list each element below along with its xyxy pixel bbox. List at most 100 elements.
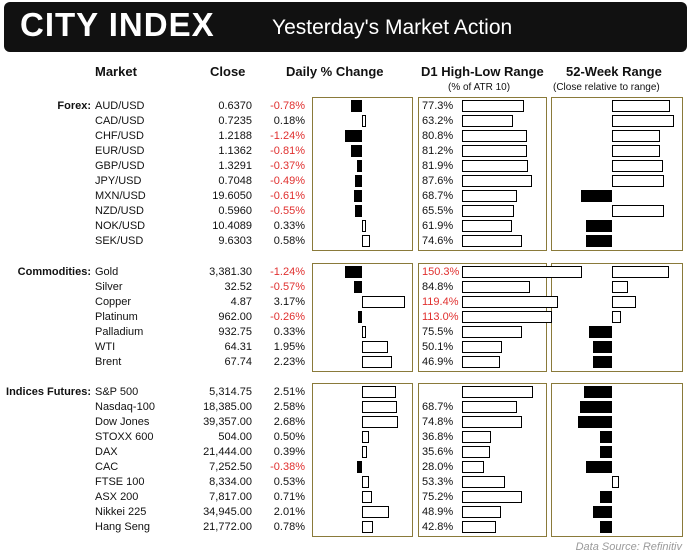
range-bar bbox=[462, 341, 503, 353]
week52-bar bbox=[612, 311, 621, 323]
range-value: 74.8% bbox=[422, 416, 454, 428]
close-value: 962.00 bbox=[218, 311, 252, 323]
daily-change-value: -0.78% bbox=[270, 100, 305, 112]
daily-change-value: -0.37% bbox=[270, 160, 305, 172]
week52-bar bbox=[579, 401, 612, 413]
close-value: 32.52 bbox=[224, 281, 252, 293]
range-bar bbox=[462, 235, 522, 247]
col-header-range: D1 High-Low Range bbox=[421, 64, 544, 79]
close-value: 4.87 bbox=[230, 296, 252, 308]
close-value: 1.1362 bbox=[218, 145, 252, 157]
close-value: 8,334.00 bbox=[209, 476, 252, 488]
range-bar bbox=[462, 446, 491, 458]
range-bar bbox=[462, 311, 553, 323]
daily-change-bar bbox=[357, 160, 362, 172]
range-bar bbox=[462, 266, 583, 278]
week52-bar bbox=[593, 341, 612, 353]
market-name: DAX bbox=[95, 446, 118, 458]
range-value: 61.9% bbox=[422, 220, 454, 232]
week52-bar bbox=[577, 416, 612, 428]
week52-panel bbox=[551, 97, 683, 251]
week52-bar bbox=[612, 266, 670, 278]
range-bar bbox=[462, 100, 524, 112]
range-value: 50.1% bbox=[422, 341, 454, 353]
col-header-market: Market bbox=[95, 64, 137, 79]
week52-bar bbox=[585, 461, 612, 473]
range-bar bbox=[462, 296, 558, 308]
daily-change-bar bbox=[362, 386, 396, 398]
market-name: Palladium bbox=[95, 326, 144, 338]
week52-bar bbox=[599, 446, 612, 458]
market-name: Platinum bbox=[95, 311, 138, 323]
market-name: EUR/USD bbox=[95, 145, 145, 157]
range-value: 75.5% bbox=[422, 326, 454, 338]
daily-change-value: 0.53% bbox=[273, 476, 305, 488]
col-header-close: Close bbox=[210, 64, 246, 79]
range-panel bbox=[418, 383, 547, 537]
range-value: 87.6% bbox=[422, 175, 454, 187]
daily-change-bar bbox=[354, 281, 362, 293]
daily-change-bar bbox=[345, 130, 362, 142]
daily-change-panel bbox=[312, 97, 413, 251]
daily-change-bar bbox=[362, 341, 389, 353]
market-name: Copper bbox=[95, 296, 132, 308]
close-value: 0.7235 bbox=[218, 115, 252, 127]
daily-change-value: 2.23% bbox=[273, 356, 305, 368]
daily-change-bar bbox=[358, 311, 362, 323]
week52-bar bbox=[599, 491, 612, 503]
daily-change-bar bbox=[355, 175, 362, 187]
market-name: CHF/USD bbox=[95, 130, 144, 142]
range-value: 48.9% bbox=[422, 506, 454, 518]
range-value: 74.6% bbox=[422, 235, 454, 247]
range-bar bbox=[462, 175, 533, 187]
market-name: GBP/USD bbox=[95, 160, 145, 172]
market-name: WTI bbox=[95, 341, 116, 353]
market-name: Nasdaq-100 bbox=[95, 401, 155, 413]
section-label: Forex: bbox=[57, 100, 91, 112]
close-value: 504.00 bbox=[218, 431, 252, 443]
close-value: 1.2188 bbox=[218, 130, 252, 142]
daily-change-bar bbox=[362, 491, 372, 503]
week52-bar bbox=[589, 326, 612, 338]
range-bar bbox=[462, 431, 492, 443]
range-value: 80.8% bbox=[422, 130, 454, 142]
daily-change-bar bbox=[353, 190, 362, 202]
market-name: Hang Seng bbox=[95, 521, 151, 533]
range-bar bbox=[462, 281, 530, 293]
market-name: Dow Jones bbox=[95, 416, 150, 428]
market-name: FTSE 100 bbox=[95, 476, 145, 488]
range-value: 84.8% bbox=[422, 281, 454, 293]
market-name: NOK/USD bbox=[95, 220, 146, 232]
market-name: Silver bbox=[95, 281, 123, 293]
daily-change-value: -0.26% bbox=[270, 311, 305, 323]
close-value: 67.74 bbox=[224, 356, 252, 368]
week52-bar bbox=[593, 356, 612, 368]
market-name: Nikkei 225 bbox=[95, 506, 147, 518]
range-bar bbox=[462, 476, 505, 488]
daily-change-bar bbox=[351, 100, 362, 112]
daily-change-value: 0.18% bbox=[273, 115, 305, 127]
col-header-daily-change: Daily % Change bbox=[286, 64, 384, 79]
daily-change-value: 2.68% bbox=[273, 416, 305, 428]
daily-change-bar bbox=[354, 205, 362, 217]
page-title: Yesterday's Market Action bbox=[272, 16, 513, 39]
week52-bar bbox=[585, 235, 612, 247]
range-value: 119.4% bbox=[422, 296, 459, 308]
daily-change-panel bbox=[312, 263, 413, 372]
market-name: SEK/USD bbox=[95, 235, 144, 247]
week52-bar bbox=[612, 476, 620, 488]
header-banner: CITY INDEX Yesterday's Market Action bbox=[4, 2, 687, 52]
range-value: 68.7% bbox=[422, 190, 454, 202]
daily-change-value: -1.24% bbox=[270, 266, 305, 278]
range-bar bbox=[462, 491, 523, 503]
market-name: ASX 200 bbox=[95, 491, 139, 503]
market-name: CAD/USD bbox=[95, 115, 145, 127]
week52-panel bbox=[551, 383, 683, 537]
close-value: 21,772.00 bbox=[203, 521, 252, 533]
range-value: 36.8% bbox=[422, 431, 454, 443]
range-value: 81.2% bbox=[422, 145, 454, 157]
daily-change-value: 0.71% bbox=[273, 491, 305, 503]
market-name: MXN/USD bbox=[95, 190, 146, 202]
daily-change-bar bbox=[351, 145, 362, 157]
range-value: 113.0% bbox=[422, 311, 459, 323]
